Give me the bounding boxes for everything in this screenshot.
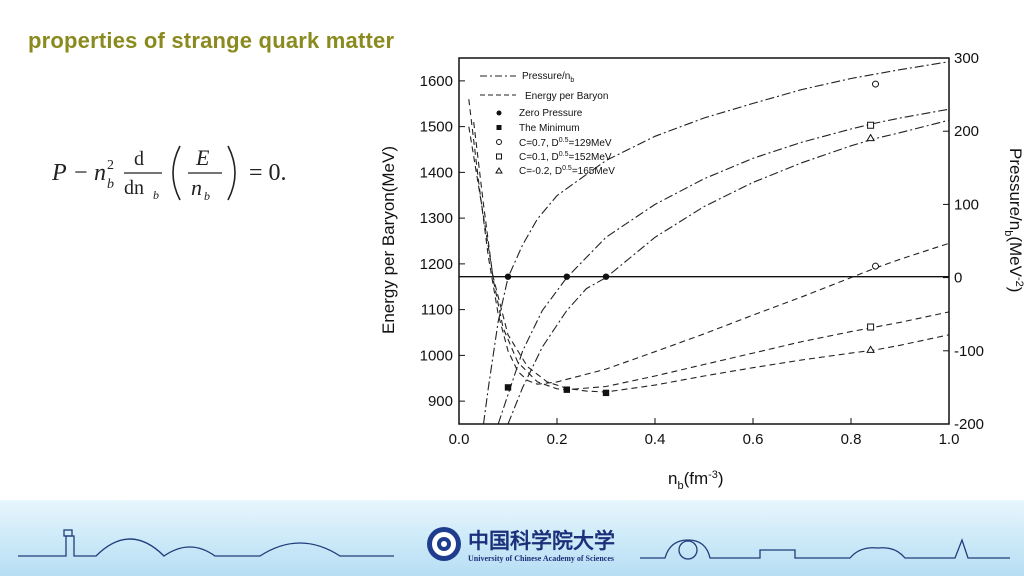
y-axis-label: Energy per Baryon(MeV) [379,146,398,334]
open-triangle-marker [866,133,875,142]
y2-tick-label: 300 [954,50,979,67]
y2-label-base: Pressure/n [1006,148,1024,230]
open-triangle-marker [866,345,875,353]
legend-marker-c07 [496,139,502,145]
eq-P: P [52,160,67,186]
plot-frame [458,57,950,425]
x-tick-label: 0.2 [547,431,568,448]
campus-skyline-right-icon [640,538,1010,559]
legend-item-pressure: Pressure/nb [522,71,574,84]
eq-n-den-sub: b [204,189,210,203]
x-tick-label: 0.6 [743,431,764,448]
legend-marker-cm02 [495,167,503,174]
eq-paren-left [172,145,181,201]
eq-d-num: d [134,148,144,170]
y2-label-close: ) [1006,287,1024,293]
y2-tick-label: -100 [954,343,984,360]
footer-art: 中国科学院大学 [18,527,1010,561]
legend-item-energy: Energy per Baryon [525,91,608,102]
y2-tick-label: 100 [954,196,979,213]
open-circle-marker [872,262,879,270]
plot-markers [504,80,879,397]
energy-curve-series-1 [473,122,949,391]
eq-equals: = 0. [249,160,287,186]
equation-svg: P − n b 2 d dn b E n b = 0. [52,145,287,203]
minimum-point [602,389,610,397]
axis-ticks: 0.0 0.2 0.4 0.6 0.8 1.09001000110012001300140… [420,50,984,448]
open-square-marker [867,323,875,331]
legend-marker-minimum [496,125,502,130]
x-axis-label: nb(fm-3) [668,469,724,492]
x-label-unit: (fm [684,469,709,488]
equation: P − n b 2 d dn b E n b = 0. [52,138,317,208]
y-tick-label: 1200 [420,256,453,273]
legend-item-c01: C=0.1, D0.5=152MeV [519,151,612,163]
x-tick-label: 0.0 [449,431,470,448]
zero-pressure-point [602,273,610,280]
campus-tower-icon [63,529,73,537]
eq-d-den: dn [124,177,144,199]
y2-label-unit: (MeV [1006,236,1024,277]
y-tick-label: 1400 [420,164,453,181]
eq-E: E [195,145,210,170]
minimum-point [504,384,512,391]
y-tick-label: 1300 [420,210,453,227]
svg-text:Pressure/nb(MeV-2): Pressure/nb(MeV-2) [1002,148,1024,292]
open-circle-marker [872,80,879,88]
ucas-emblem-icon [427,527,461,561]
chart: 0.0 0.2 0.4 0.6 0.8 1.0 900 1000 1100 1200 1300 140… [368,48,1024,503]
eq-sup-2: 2 [107,158,114,173]
zero-pressure-point [504,273,512,280]
legend-marker-zero-pressure [496,110,502,116]
eq-sub-b: b [107,177,114,192]
y2-axis-label: Pressure/nb(MeV-2) [1002,148,1024,292]
y2-tick-label: 200 [954,123,979,140]
y-tick-label: 1600 [420,73,453,90]
pressure-curve-series-0 [482,61,949,424]
open-square-marker [867,121,875,129]
zero-pressure-point [563,273,570,280]
x-tick-label: 0.4 [645,431,666,448]
y2-label-exp: -2 [1013,277,1024,287]
eq-n: n [94,160,106,186]
x-tick-label: 1.0 [939,431,960,448]
legend-item-zero-pressure: Zero Pressure [519,108,583,119]
university-name-en: University of Chinese Academy of Science… [468,554,614,563]
x-label-exp: -3 [708,469,718,481]
legend-marker-c01 [496,153,502,160]
y-tick-label: 900 [428,393,453,410]
university-name-cn: 中国科学院大学 [468,528,615,553]
campus-skyline-left-icon [18,535,394,557]
minimum-point [563,386,570,393]
y-tick-label: 1000 [420,347,453,364]
eq-paren-right [227,145,236,201]
legend-item-minimum: The Minimum [519,123,580,134]
x-label-base: n [668,469,677,488]
x-tick-label: 0.8 [841,431,862,448]
legend-item-c07: C=0.7, D0.5=129MeV [519,137,612,149]
legend-item-cm02: C=-0.2, D0.5=165MeV [519,165,615,177]
eq-n-den: n [191,175,202,200]
eq-d-den-sub: b [153,188,159,202]
campus-dome-icon [678,540,698,560]
chart-svg: 0.0 0.2 0.4 0.6 0.8 1.09001000110012001300140… [368,48,1024,503]
y2-tick-label: 0 [954,270,962,287]
y-tick-label: 1500 [420,119,453,136]
slide-title: properties of strange quark matter [28,28,395,53]
y2-tick-label: -200 [954,416,984,433]
x-label-close: ) [718,469,724,488]
chart-background [368,48,1024,503]
y-tick-label: 1100 [421,302,453,319]
y2-label-sub: b [1002,230,1014,236]
x-label-sub: b [677,480,683,492]
legend: Pressure/nb Energy per Baryon Zero Press… [480,71,615,177]
footer-banner: 中国科学院大学 University of Chinese Academy of… [0,500,1024,576]
eq-minus: − [74,160,88,186]
